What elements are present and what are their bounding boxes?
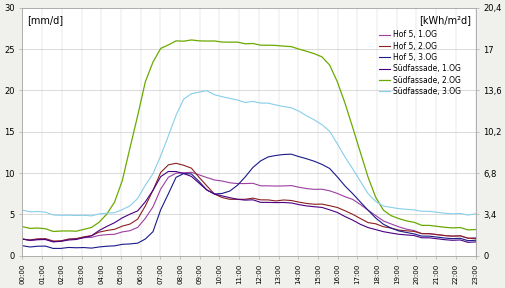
Hof 5, 3.OG — [158, 208, 164, 211]
Text: [mm/d]: [mm/d] — [27, 15, 63, 25]
Hof 5, 3.OG — [104, 245, 110, 248]
Hof 5, 1.OG — [318, 187, 324, 191]
Südfassade, 3.OG — [173, 113, 179, 117]
Südfassade, 1.OG — [149, 189, 156, 192]
Südfassade, 2.OG — [188, 38, 194, 42]
Text: [kWh/m²d]: [kWh/m²d] — [418, 15, 470, 25]
Line: Südfassade, 3.OG: Südfassade, 3.OG — [22, 91, 475, 216]
Hof 5, 2.OG — [180, 164, 186, 167]
Hof 5, 2.OG — [104, 229, 110, 232]
Hof 5, 2.OG — [19, 237, 25, 241]
Hof 5, 3.OG — [472, 238, 478, 242]
Hof 5, 3.OG — [50, 247, 56, 250]
Line: Hof 5, 3.OG: Hof 5, 3.OG — [22, 154, 475, 249]
Hof 5, 1.OG — [142, 217, 148, 220]
Südfassade, 1.OG — [472, 240, 478, 244]
Hof 5, 1.OG — [173, 171, 179, 175]
Südfassade, 1.OG — [96, 229, 102, 232]
Hof 5, 2.OG — [188, 166, 194, 170]
Line: Südfassade, 1.OG: Südfassade, 1.OG — [22, 171, 475, 242]
Südfassade, 3.OG — [142, 183, 148, 187]
Hof 5, 1.OG — [50, 240, 56, 244]
Südfassade, 2.OG — [50, 230, 56, 233]
Südfassade, 3.OG — [180, 97, 186, 101]
Hof 5, 1.OG — [188, 170, 194, 174]
Hof 5, 3.OG — [288, 152, 294, 156]
Südfassade, 1.OG — [165, 170, 171, 173]
Hof 5, 3.OG — [19, 244, 25, 247]
Hof 5, 1.OG — [472, 236, 478, 240]
Südfassade, 3.OG — [19, 209, 25, 212]
Südfassade, 3.OG — [88, 214, 94, 217]
Südfassade, 2.OG — [19, 225, 25, 228]
Hof 5, 1.OG — [180, 171, 186, 175]
Südfassade, 1.OG — [311, 205, 317, 209]
Südfassade, 1.OG — [19, 237, 25, 241]
Hof 5, 3.OG — [173, 176, 179, 179]
Hof 5, 2.OG — [50, 239, 56, 243]
Südfassade, 1.OG — [173, 170, 179, 173]
Südfassade, 2.OG — [180, 39, 186, 43]
Südfassade, 2.OG — [472, 228, 478, 231]
Line: Hof 5, 1.OG: Hof 5, 1.OG — [22, 172, 475, 242]
Hof 5, 3.OG — [318, 163, 324, 166]
Legend: Hof 5, 1.OG, Hof 5, 2.OG, Hof 5, 3.OG, Südfassade, 1.OG, Südfassade, 2.OG, Südfa: Hof 5, 1.OG, Hof 5, 2.OG, Hof 5, 3.OG, S… — [376, 29, 462, 97]
Südfassade, 2.OG — [142, 80, 148, 84]
Südfassade, 3.OG — [318, 123, 324, 126]
Hof 5, 2.OG — [472, 237, 478, 240]
Hof 5, 2.OG — [318, 202, 324, 206]
Südfassade, 3.OG — [158, 154, 164, 158]
Hof 5, 3.OG — [180, 172, 186, 175]
Line: Hof 5, 2.OG: Hof 5, 2.OG — [22, 163, 475, 241]
Hof 5, 1.OG — [104, 233, 110, 236]
Line: Südfassade, 2.OG: Südfassade, 2.OG — [22, 40, 475, 232]
Südfassade, 3.OG — [104, 211, 110, 215]
Hof 5, 2.OG — [158, 171, 164, 174]
Hof 5, 2.OG — [173, 162, 179, 165]
Südfassade, 1.OG — [464, 240, 470, 244]
Hof 5, 1.OG — [158, 187, 164, 191]
Hof 5, 1.OG — [19, 237, 25, 241]
Südfassade, 2.OG — [158, 47, 164, 50]
Hof 5, 2.OG — [142, 204, 148, 208]
Südfassade, 1.OG — [180, 172, 186, 175]
Südfassade, 2.OG — [318, 55, 324, 58]
Südfassade, 2.OG — [173, 39, 179, 43]
Südfassade, 1.OG — [134, 209, 140, 213]
Südfassade, 3.OG — [472, 212, 478, 215]
Südfassade, 3.OG — [204, 89, 210, 92]
Südfassade, 2.OG — [104, 212, 110, 216]
Hof 5, 3.OG — [142, 237, 148, 241]
